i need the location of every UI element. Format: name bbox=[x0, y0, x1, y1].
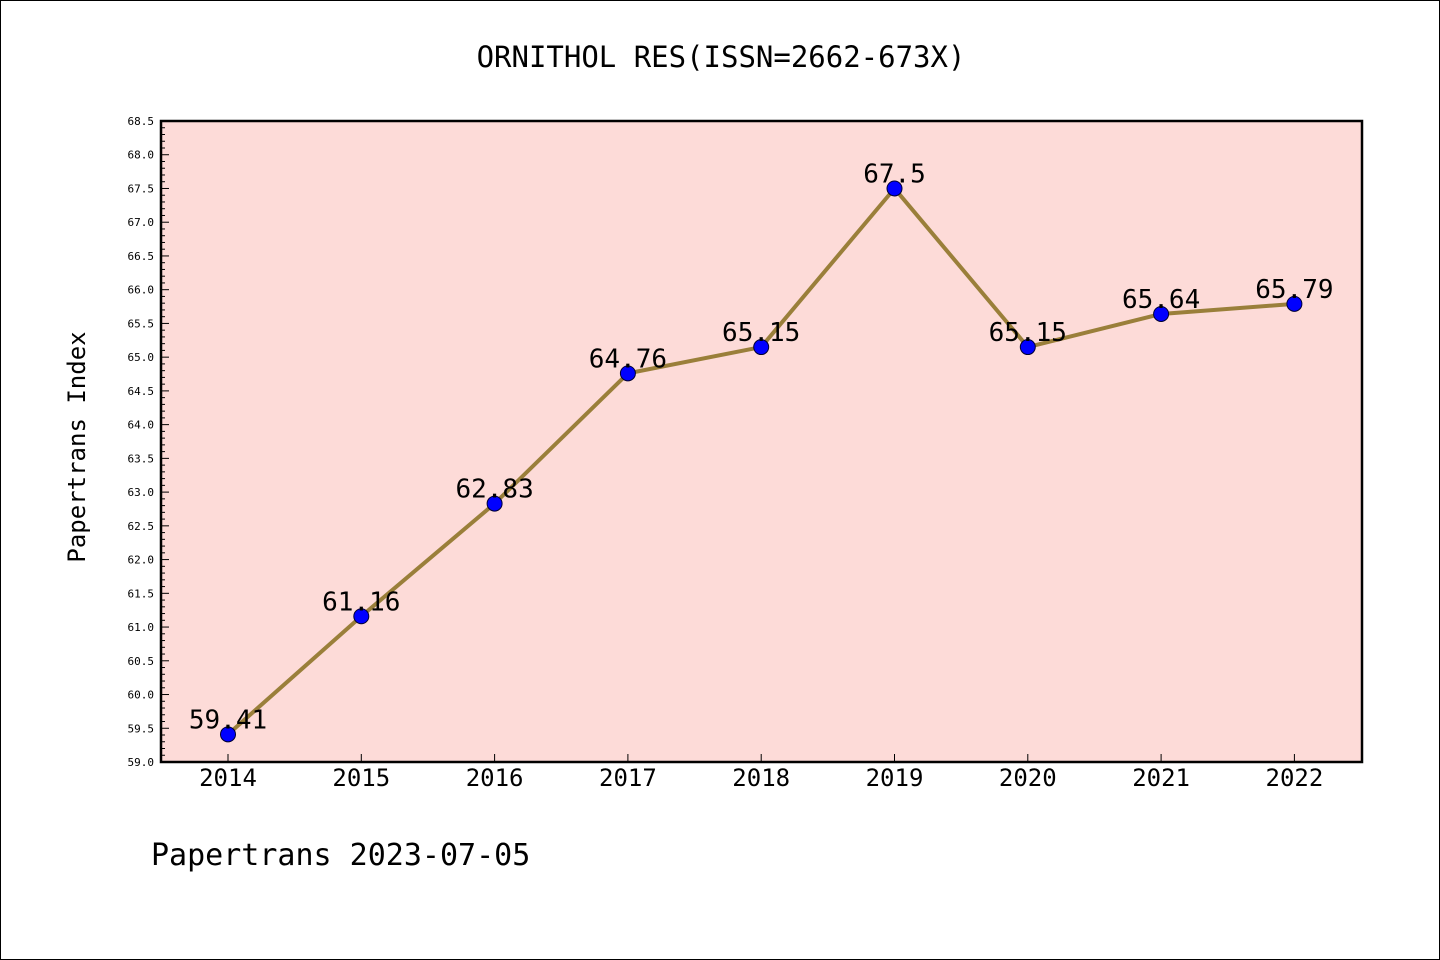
y-tick-label: 59.0 bbox=[128, 756, 155, 769]
y-tick-label: 65.5 bbox=[128, 317, 155, 330]
data-label: 61.16 bbox=[322, 587, 400, 617]
y-tick-label: 64.0 bbox=[128, 419, 155, 432]
chart-title: ORNITHOL RES(ISSN=2662-673X) bbox=[477, 40, 966, 74]
y-tick-label: 66.0 bbox=[128, 284, 155, 297]
y-tick-label: 66.5 bbox=[128, 250, 155, 263]
x-tick-label: 2020 bbox=[999, 764, 1057, 792]
y-tick-label: 62.0 bbox=[128, 554, 155, 567]
y-tick-label: 61.5 bbox=[128, 587, 155, 600]
data-label: 65.15 bbox=[722, 318, 800, 348]
y-axis-label: Papertrans Index bbox=[63, 331, 91, 562]
x-tick-label: 2016 bbox=[466, 764, 524, 792]
x-tick-label: 2014 bbox=[199, 764, 257, 792]
data-point bbox=[1019, 339, 1036, 356]
data-label: 65.64 bbox=[1122, 285, 1200, 315]
y-tick-label: 68.0 bbox=[128, 149, 155, 162]
x-tick-label: 2018 bbox=[732, 764, 790, 792]
x-tick-label: 2015 bbox=[332, 764, 390, 792]
data-point bbox=[753, 339, 770, 356]
y-tick-label: 64.5 bbox=[128, 385, 155, 398]
y-tick-label: 67.5 bbox=[128, 182, 155, 195]
data-labels: 59.41 61.16 62.83 64.76 65.15 67.5 65.15 65.64 6… bbox=[189, 159, 1334, 735]
data-label: 65.15 bbox=[989, 318, 1067, 348]
y-tick-label: 63.0 bbox=[128, 486, 155, 499]
y-tick-label: 67.0 bbox=[128, 216, 155, 229]
data-label: 67.5 bbox=[863, 159, 926, 189]
data-point bbox=[353, 608, 370, 625]
x-axis: 2014 2015 2016 2017 2018 2019 2020 2021 2022 bbox=[199, 754, 1323, 792]
data-label: 64.76 bbox=[589, 344, 667, 374]
footer-text: Papertrans 2023-07-05 bbox=[151, 838, 530, 873]
plot-area bbox=[159, 119, 1364, 764]
x-tick-label: 2019 bbox=[866, 764, 924, 792]
y-tick-label: 60.5 bbox=[128, 655, 155, 668]
data-point bbox=[220, 726, 236, 743]
y-tick-label: 62.5 bbox=[128, 520, 155, 533]
data-label: 59.41 bbox=[189, 705, 267, 735]
data-label: 65.79 bbox=[1255, 275, 1333, 305]
x-tick-label: 2021 bbox=[1132, 764, 1190, 792]
data-label: 62.83 bbox=[455, 475, 533, 505]
x-tick-label: 2017 bbox=[599, 764, 657, 792]
data-point bbox=[486, 495, 503, 512]
data-point bbox=[1286, 295, 1303, 312]
y-tick-label: 68.5 bbox=[128, 115, 155, 128]
x-tick-label: 2022 bbox=[1266, 764, 1324, 792]
y-tick-label: 59.5 bbox=[128, 722, 155, 735]
data-point bbox=[1153, 305, 1170, 322]
y-tick-label: 65.0 bbox=[128, 351, 155, 364]
data-markers bbox=[220, 180, 1303, 743]
y-tick-label: 60.0 bbox=[128, 689, 155, 702]
y-tick-label: 63.5 bbox=[128, 452, 155, 465]
data-point bbox=[619, 365, 636, 382]
data-point bbox=[886, 180, 903, 197]
y-axis: 59.0 59.5 60.0 60.5 61.0 61.5 62.0 62.5 63.0 63.5… bbox=[128, 115, 169, 769]
y-tick-label: 61.0 bbox=[128, 621, 155, 634]
